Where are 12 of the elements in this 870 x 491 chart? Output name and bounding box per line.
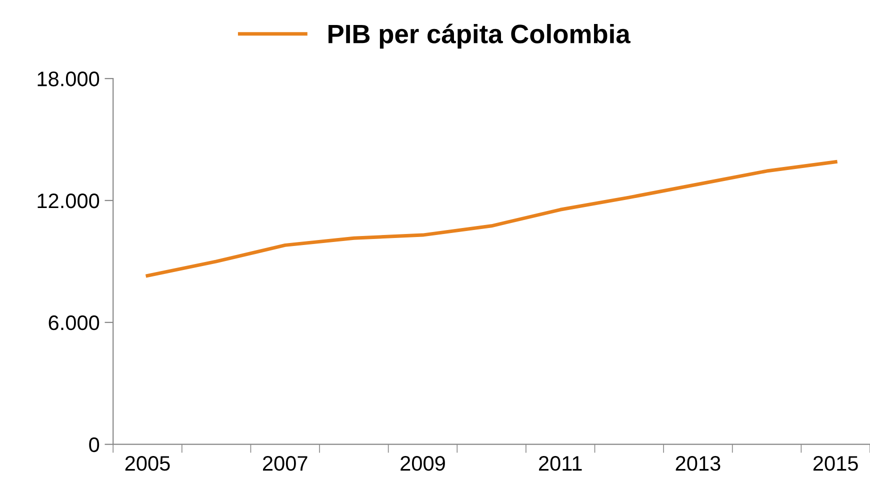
y-tick-label: 6.000 <box>48 315 100 330</box>
x-tick-label: 2011 <box>539 456 582 471</box>
x-tick-label: 2005 <box>125 456 170 471</box>
x-tick-label: 2015 <box>813 456 858 471</box>
x-tick-label: 2009 <box>400 456 445 471</box>
x-tick-label: 2007 <box>263 456 308 471</box>
y-tick-label: 0 <box>89 437 100 452</box>
x-tick-label: 2013 <box>676 456 720 471</box>
legend-label: PIB per cápita Colombia <box>328 24 630 49</box>
line-series <box>146 160 838 278</box>
y-tick-label: 12.000 <box>38 193 100 208</box>
y-tick-label: 18.000 <box>38 72 100 86</box>
